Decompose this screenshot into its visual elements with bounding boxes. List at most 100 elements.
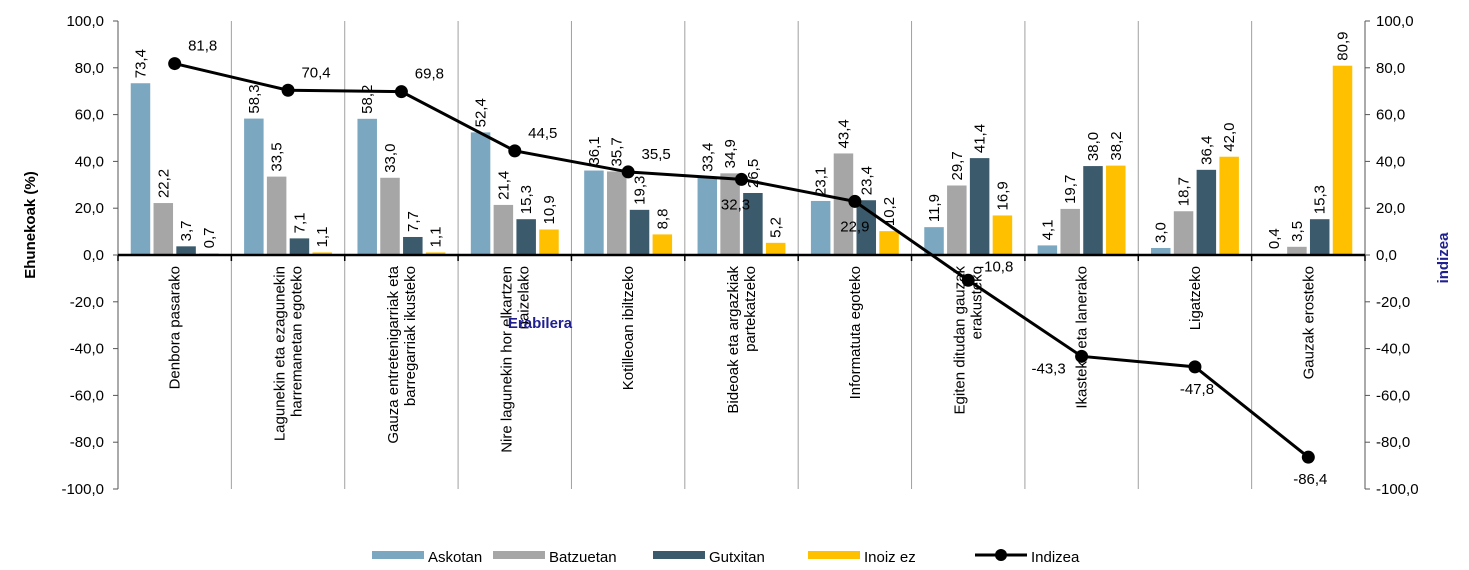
bar bbox=[1151, 247, 1171, 255]
legend-label: Indizea bbox=[1031, 549, 1080, 566]
legend-swatch bbox=[493, 551, 545, 559]
x-axis-title: Erabilera bbox=[508, 315, 573, 332]
index-marker bbox=[1301, 450, 1315, 464]
bar bbox=[652, 234, 673, 255]
bar-data-label: 43,4 bbox=[835, 119, 852, 148]
y-axis-title: Ehunekoak (%) bbox=[22, 171, 39, 279]
bar-data-label: 1,1 bbox=[428, 227, 445, 248]
category-label: Bideoak eta argazkiakpartekatzeko bbox=[725, 266, 759, 414]
category-label-line: partekatzeko bbox=[742, 266, 759, 352]
category-label: Nire lagunekin hor elkartzennaizelako bbox=[498, 266, 532, 453]
index-data-label: -10,8 bbox=[979, 258, 1013, 275]
index-marker bbox=[621, 165, 635, 179]
index-data-label: 44,5 bbox=[528, 125, 557, 142]
category-labels: Denbora pasarako Lagunekin eta ezagunekin… bbox=[167, 265, 1318, 452]
index-data-label: 81,8 bbox=[188, 38, 217, 55]
y2-tick-label: -20,0 bbox=[1376, 294, 1410, 311]
y-tick-label: 40,0 bbox=[75, 153, 104, 170]
category-label: Ikasteko eta lanerako bbox=[1074, 266, 1091, 409]
index-marker bbox=[281, 83, 295, 97]
bar bbox=[810, 200, 831, 255]
bar bbox=[697, 176, 718, 255]
category-label: Kotilleoan ibiltzeko bbox=[620, 266, 637, 390]
y2-tick-label: 100,0 bbox=[1376, 13, 1414, 30]
y2-tick-label: 40,0 bbox=[1376, 153, 1405, 170]
bar-data-label: 29,7 bbox=[949, 151, 966, 180]
bar-data-label: 18,7 bbox=[1176, 177, 1193, 206]
bar bbox=[1106, 165, 1126, 255]
bar-data-label: 16,9 bbox=[994, 181, 1011, 210]
legend-label: Inoiz ez bbox=[864, 549, 916, 566]
bar bbox=[720, 173, 740, 255]
bar-data-label: 36,4 bbox=[1198, 136, 1215, 165]
bar-data-label: 58,2 bbox=[359, 85, 376, 114]
y2-tick-label: -80,0 bbox=[1376, 434, 1410, 451]
bar bbox=[425, 252, 446, 255]
category-label-line: harremanetan egoteko bbox=[289, 266, 306, 417]
bar bbox=[629, 209, 650, 255]
y2-axis-title: indizea bbox=[1435, 232, 1452, 284]
bar-data-label: 19,7 bbox=[1062, 175, 1079, 204]
bar-data-label: 0,7 bbox=[201, 228, 218, 249]
category-label-line: Denbora pasarako bbox=[167, 266, 184, 389]
index-marker bbox=[961, 273, 975, 287]
category-label-line: Bideoak eta argazkiak bbox=[725, 266, 742, 414]
category-label: Denbora pasarako bbox=[167, 266, 184, 389]
y-tick-label: 80,0 bbox=[75, 60, 104, 77]
index-marker bbox=[1188, 360, 1202, 374]
bar-data-label: 7,1 bbox=[291, 213, 308, 234]
bar bbox=[493, 204, 514, 255]
legend-swatch bbox=[372, 551, 424, 559]
index-marker bbox=[848, 194, 862, 208]
y-tick-label: 20,0 bbox=[75, 200, 104, 217]
bar-data-label: 4,1 bbox=[1039, 220, 1056, 241]
y2-tick-label: 80,0 bbox=[1376, 60, 1405, 77]
bar bbox=[153, 203, 174, 255]
index-marker bbox=[508, 144, 522, 158]
category-label: Gauza entretenigarriak etabarregarriak i… bbox=[385, 265, 419, 443]
index-data-label: -47,8 bbox=[1180, 381, 1214, 398]
bar bbox=[1219, 156, 1239, 255]
bar bbox=[403, 236, 423, 255]
bar-data-label: 3,5 bbox=[1289, 221, 1306, 242]
category-label: Informatuta egoteko bbox=[847, 266, 864, 399]
index-marker bbox=[168, 57, 182, 71]
category-label-line: erakusteko bbox=[969, 266, 986, 339]
axes: 100,0 100,0 80,0 80,0 60,0 60,0 40,0 40,0 20,0 20… bbox=[61, 13, 1418, 498]
bar bbox=[357, 118, 377, 255]
category-label-line: Gauza entretenigarriak eta bbox=[385, 265, 402, 443]
legend-swatch bbox=[653, 551, 705, 559]
index-data-label: -43,3 bbox=[1031, 360, 1065, 377]
category-label-line: Gauzak erosteko bbox=[1300, 266, 1317, 379]
bar-data-label: 33,4 bbox=[699, 143, 716, 172]
index-marker bbox=[735, 172, 748, 186]
category-label-line: barregarriak ikusteko bbox=[402, 266, 419, 406]
category-label-line: Informatuta egoteko bbox=[847, 266, 864, 399]
y2-tick-label: 0,0 bbox=[1376, 247, 1397, 264]
bar bbox=[743, 192, 763, 255]
bar-data-label: 52,4 bbox=[473, 98, 490, 127]
category-label-line: Ligatzeko bbox=[1187, 266, 1204, 330]
index-data-labels: 81,8 70,4 69,8 44,5 35,5 32,3 22,9 -10,8 -43,3 -4… bbox=[188, 38, 1327, 489]
bar bbox=[312, 252, 332, 255]
bar bbox=[470, 132, 491, 255]
category-label: Egiten ditudan gauzakerakusteko bbox=[952, 266, 986, 415]
bar bbox=[765, 242, 786, 255]
bar bbox=[1332, 65, 1353, 255]
bar bbox=[1037, 245, 1058, 255]
bar bbox=[516, 219, 536, 255]
category-label: Gauzak erosteko bbox=[1300, 266, 1317, 379]
bar bbox=[584, 170, 604, 255]
bar-data-label: 15,3 bbox=[1312, 185, 1329, 214]
y-tick-label: 60,0 bbox=[75, 107, 104, 124]
category-label-line: Lagunekin eta ezagunekin bbox=[272, 266, 289, 441]
bar bbox=[969, 158, 990, 255]
index-marker bbox=[394, 85, 408, 99]
bar bbox=[266, 176, 287, 255]
bar bbox=[380, 177, 400, 255]
y2-tick-label: -100,0 bbox=[1376, 481, 1419, 498]
bar bbox=[1083, 166, 1103, 255]
bar-data-label: 23,4 bbox=[858, 166, 875, 195]
y-tick-label: -20,0 bbox=[70, 294, 104, 311]
bar-data-label: 33,5 bbox=[269, 142, 286, 171]
